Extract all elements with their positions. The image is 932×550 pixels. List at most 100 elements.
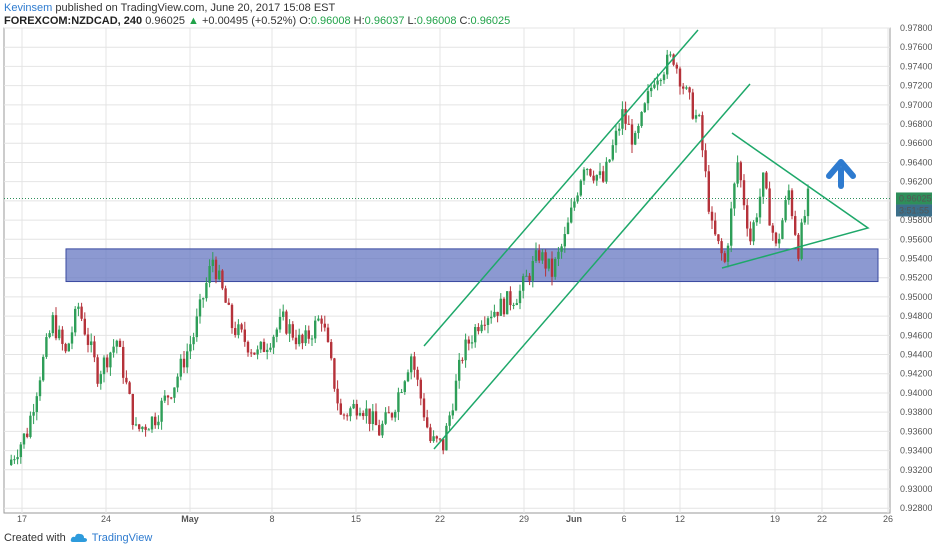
candle	[355, 399, 358, 420]
candle	[624, 101, 627, 131]
x-tick-label: 17	[17, 514, 27, 524]
candle	[128, 380, 131, 395]
candle	[22, 432, 26, 449]
y-tick-label: 0.96200	[900, 177, 932, 187]
candle	[173, 387, 176, 403]
candle	[691, 88, 694, 120]
candle	[445, 423, 448, 451]
candle	[752, 220, 755, 246]
candle	[13, 455, 16, 464]
candle	[291, 321, 294, 341]
candle	[294, 329, 298, 350]
candle	[685, 85, 688, 90]
open-value: 0.96008	[310, 15, 351, 27]
candle	[246, 340, 250, 357]
candle	[598, 163, 602, 179]
y-tick-label: 0.94200	[900, 369, 932, 379]
published-text: published on TradingView.com, June 20, 2…	[55, 2, 336, 14]
candle	[269, 343, 272, 353]
candle	[512, 302, 515, 310]
candle	[550, 251, 554, 286]
candle	[730, 201, 733, 253]
candle	[29, 411, 32, 439]
y-tick-label: 0.93800	[900, 407, 932, 417]
candle	[557, 246, 560, 267]
candle	[221, 269, 224, 291]
tradingview-link[interactable]: TradingView	[91, 532, 153, 544]
candle	[138, 423, 141, 432]
candle	[118, 338, 122, 348]
candle	[413, 351, 416, 378]
candle	[67, 342, 70, 352]
candle	[106, 354, 109, 373]
candle	[166, 394, 170, 406]
candle	[694, 109, 698, 123]
candle	[48, 330, 51, 339]
x-tick-label: 19	[770, 514, 780, 524]
candle	[483, 316, 486, 331]
candle	[352, 399, 355, 410]
candle	[490, 310, 493, 324]
candle	[803, 209, 806, 225]
candle	[102, 355, 106, 383]
candle	[749, 221, 752, 245]
candle	[330, 339, 333, 361]
candle	[534, 242, 538, 264]
candle	[131, 393, 134, 430]
candle	[307, 325, 310, 344]
candle	[451, 403, 454, 420]
candle	[109, 351, 112, 376]
channel-lower-line-lower	[433, 83, 751, 450]
candle	[432, 430, 435, 443]
candle	[582, 167, 586, 185]
x-tick-label: 15	[351, 514, 361, 524]
chart-header: Kevinsem published on TradingView.com, J…	[4, 2, 510, 28]
candle	[643, 102, 646, 114]
candle	[176, 373, 179, 393]
candle	[58, 325, 61, 341]
candle	[170, 396, 173, 400]
y-tick-label: 0.94400	[900, 350, 932, 360]
candle	[192, 332, 195, 351]
candle	[256, 345, 259, 360]
candle	[333, 357, 336, 392]
x-tick-label: 22	[817, 514, 827, 524]
high-label: H:	[353, 15, 365, 27]
candle	[195, 308, 198, 342]
low-value: 0.96008	[416, 15, 457, 27]
candle	[262, 338, 266, 353]
candle	[384, 407, 387, 426]
candle	[74, 306, 77, 337]
candle	[19, 441, 22, 464]
x-tick-label: 12	[675, 514, 685, 524]
candle	[768, 181, 771, 226]
last-price: 0.96025	[145, 15, 185, 27]
candle	[739, 160, 742, 188]
candle	[454, 374, 458, 412]
candle	[662, 71, 666, 84]
candle	[259, 340, 262, 353]
channel-upper-line	[423, 29, 699, 347]
candle	[144, 424, 147, 437]
candle	[458, 352, 461, 389]
candle	[237, 319, 240, 339]
candle	[448, 411, 451, 431]
candle	[301, 333, 304, 350]
candle	[32, 403, 35, 425]
candle	[726, 243, 730, 268]
candle	[669, 51, 672, 58]
candle	[278, 308, 282, 333]
candle	[403, 379, 406, 395]
candle	[154, 412, 157, 429]
candle	[675, 62, 678, 74]
y-tick-label: 0.93000	[900, 484, 932, 494]
candle	[787, 184, 790, 205]
candle	[637, 123, 640, 139]
candle	[758, 188, 762, 224]
candle	[54, 307, 58, 341]
candle	[710, 206, 714, 229]
author-link[interactable]: Kevinsem	[4, 2, 53, 14]
candle	[573, 197, 576, 211]
candle	[541, 249, 544, 264]
